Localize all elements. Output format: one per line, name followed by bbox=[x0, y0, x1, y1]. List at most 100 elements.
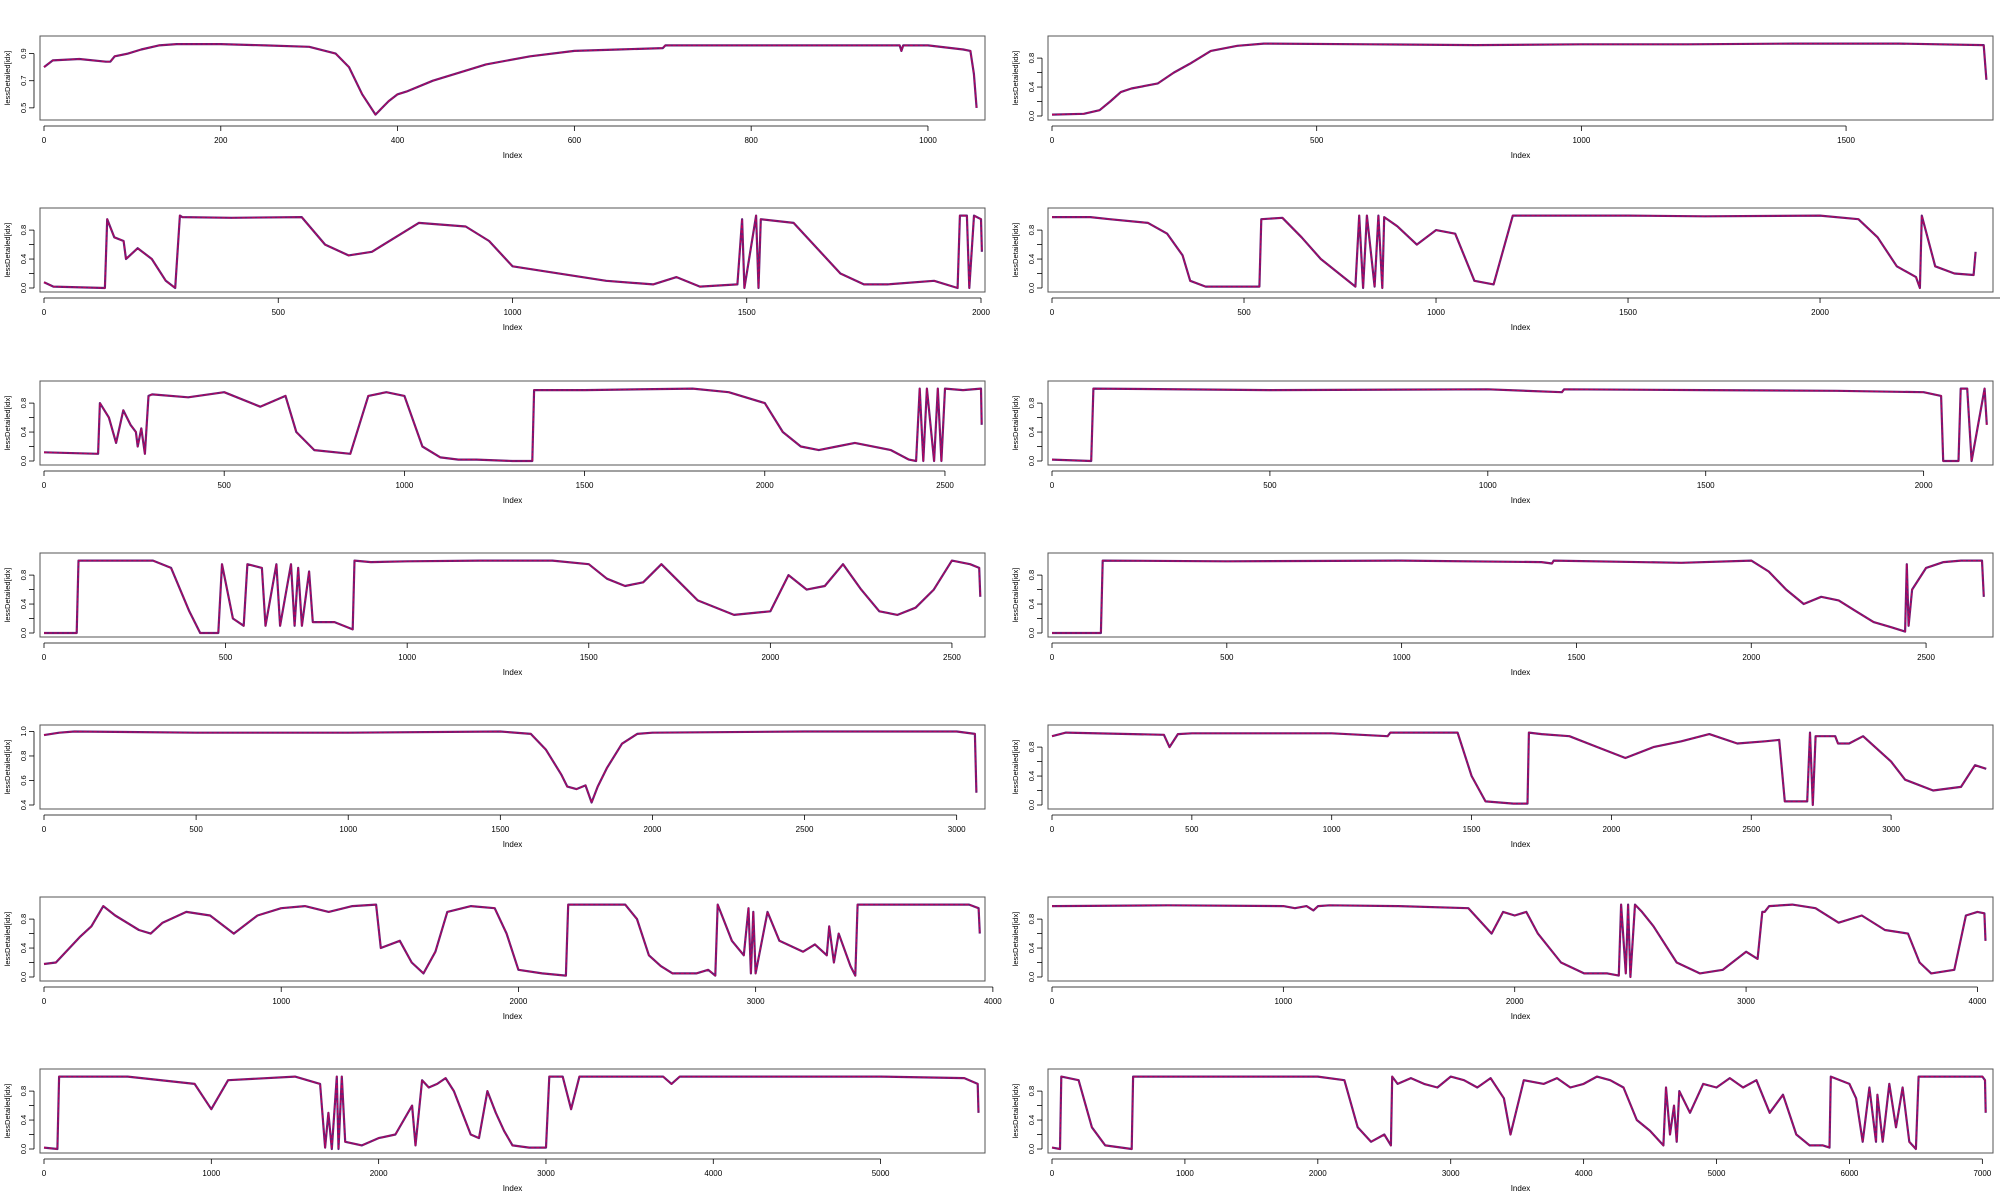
y-tick-label: 0.8 bbox=[1027, 53, 1036, 63]
series-line bbox=[44, 560, 981, 634]
x-tick-label: 1000 bbox=[1176, 1169, 1194, 1178]
y-axis-title: lessDetailed[idx] bbox=[1011, 568, 1020, 623]
series-line bbox=[1051, 1076, 1987, 1150]
x-tick-label: 0 bbox=[1050, 653, 1055, 662]
series-line bbox=[43, 43, 978, 116]
y-axis-title: lessDetailed[idx] bbox=[1011, 740, 1020, 795]
x-axis-title: Index bbox=[1511, 151, 1531, 160]
series-line bbox=[1051, 732, 1987, 806]
y-tick-label: 0.8 bbox=[1027, 914, 1036, 924]
x-axis-title: Index bbox=[503, 323, 523, 332]
x-tick-label: 4000 bbox=[984, 997, 1002, 1006]
x-tick-label: 1000 bbox=[1274, 997, 1292, 1006]
x-tick-label: 1500 bbox=[576, 481, 594, 490]
series-line bbox=[1052, 560, 1985, 634]
y-axis-title: lessDetailed[idx] bbox=[1011, 51, 1020, 106]
panel-9: 0 500 1000 1500 2000 2500 3000 0.4 0.6 0.8 1.0 Inde… bbox=[3, 724, 986, 849]
x-tick-label: 600 bbox=[568, 136, 582, 145]
x-axis-title: Index bbox=[503, 668, 523, 677]
x-tick-label: 1000 bbox=[919, 136, 937, 145]
x-tick-label: 0 bbox=[1050, 481, 1055, 490]
y-tick-label: 0.8 bbox=[19, 225, 28, 235]
y-tick-label: 0.5 bbox=[19, 103, 28, 113]
x-tick-label: 2000 bbox=[644, 825, 662, 834]
series-line bbox=[43, 904, 981, 977]
y-tick-label: 0.0 bbox=[1027, 800, 1036, 810]
x-tick-label: 4000 bbox=[1575, 1169, 1593, 1178]
plot-frame bbox=[39, 552, 986, 638]
series-line bbox=[43, 1076, 980, 1150]
y-tick-label: 0.8 bbox=[1027, 225, 1036, 235]
y-tick-label: 0.4 bbox=[1027, 427, 1036, 437]
series-line bbox=[43, 388, 983, 462]
x-tick-label: 2000 bbox=[756, 481, 774, 490]
series-line-under bbox=[1051, 903, 1987, 979]
series-line-under bbox=[43, 1075, 980, 1151]
y-tick-label: 0.8 bbox=[1027, 570, 1036, 580]
x-tick-label: 2000 bbox=[1506, 997, 1524, 1006]
x-tick-label: 0 bbox=[1050, 997, 1055, 1006]
x-tick-label: 1000 bbox=[202, 1169, 220, 1178]
x-tick-label: 2000 bbox=[972, 308, 990, 317]
x-tick-label: 0 bbox=[42, 308, 47, 317]
x-tick-label: 0 bbox=[42, 653, 47, 662]
x-tick-label: 1500 bbox=[1837, 136, 1855, 145]
y-tick-label: 0.4 bbox=[19, 800, 28, 810]
x-tick-label: 500 bbox=[219, 653, 233, 662]
x-axis-title: Index bbox=[503, 496, 523, 505]
panel-10: 0 500 1000 1500 2000 2500 3000 0.0 0.4 0.8 Index le… bbox=[1011, 724, 1994, 849]
x-tick-label: 0 bbox=[1050, 136, 1055, 145]
y-tick-label: 0.8 bbox=[1027, 398, 1036, 408]
x-axis-title: Index bbox=[1511, 840, 1531, 849]
panel-1: 0 200 400 600 800 1000 0.5 0.7 0.9 Index lessDetai… bbox=[3, 35, 986, 160]
x-tick-label: 4000 bbox=[704, 1169, 722, 1178]
y-axis-title: lessDetailed[idx] bbox=[3, 912, 12, 967]
panel-11: 0 1000 2000 3000 4000 0.0 0.4 0.8 Index lessDetai… bbox=[3, 896, 1002, 1021]
y-tick-label: 0.4 bbox=[1027, 254, 1036, 264]
x-tick-label: 5000 bbox=[1708, 1169, 1726, 1178]
x-tick-label: 2000 bbox=[510, 997, 528, 1006]
x-tick-label: 1500 bbox=[738, 308, 756, 317]
x-tick-label: 500 bbox=[189, 825, 203, 834]
x-tick-label: 0 bbox=[42, 997, 47, 1006]
y-tick-label: 0.4 bbox=[1027, 82, 1036, 92]
panel-7: 0 500 1000 1500 2000 2500 0.0 0.4 0.8 Index lessDe… bbox=[3, 552, 986, 677]
x-tick-label: 1000 bbox=[504, 308, 522, 317]
plot-frame bbox=[1047, 1068, 1994, 1154]
x-axis-title: Index bbox=[503, 1184, 523, 1193]
x-tick-label: 4000 bbox=[1969, 997, 1987, 1006]
plot-frame bbox=[39, 35, 986, 121]
y-axis-title: lessDetailed[idx] bbox=[1011, 223, 1020, 278]
y-tick-label: 0.0 bbox=[1027, 111, 1036, 121]
y-tick-label: 0.0 bbox=[1027, 283, 1036, 293]
y-tick-label: 0.0 bbox=[19, 628, 28, 638]
x-tick-label: 1000 bbox=[395, 481, 413, 490]
panel-13: 0 1000 2000 3000 4000 5000 0.0 0.4 0.8 Index lessD… bbox=[3, 1068, 986, 1193]
x-tick-label: 3000 bbox=[1442, 1169, 1460, 1178]
x-tick-label: 500 bbox=[1185, 825, 1199, 834]
x-tick-label: 500 bbox=[1220, 653, 1234, 662]
panel-2: 0 500 1000 1500 0.0 0.4 0.8 Index lessDetailed[i… bbox=[1011, 35, 1994, 160]
x-tick-label: 0 bbox=[42, 825, 47, 834]
x-tick-label: 3000 bbox=[537, 1169, 555, 1178]
panel-3: 0 500 1000 1500 2000 0.0 0.4 0.8 Index lessDetail… bbox=[3, 207, 990, 332]
y-tick-label: 0.0 bbox=[1027, 1144, 1036, 1154]
y-axis-title: lessDetailed[idx] bbox=[1011, 396, 1020, 451]
x-tick-label: 0 bbox=[1050, 308, 1055, 317]
x-tick-label: 2000 bbox=[370, 1169, 388, 1178]
series-line bbox=[1051, 43, 1987, 116]
x-tick-label: 500 bbox=[1237, 308, 1251, 317]
x-tick-label: 1000 bbox=[1427, 308, 1445, 317]
x-axis-title: Index bbox=[1511, 496, 1531, 505]
plot-frame bbox=[1047, 724, 1994, 810]
plot-frame bbox=[39, 207, 986, 293]
x-tick-label: 3000 bbox=[747, 997, 765, 1006]
x-axis-title: Index bbox=[503, 1012, 523, 1021]
x-axis-title: Index bbox=[1511, 668, 1531, 677]
y-tick-label: 0.8 bbox=[1027, 1086, 1036, 1096]
x-tick-label: 2000 bbox=[1742, 653, 1760, 662]
y-tick-label: 0.4 bbox=[19, 254, 28, 264]
x-tick-label: 0 bbox=[42, 136, 47, 145]
x-tick-label: 2000 bbox=[1309, 1169, 1327, 1178]
x-tick-label: 1000 bbox=[272, 997, 290, 1006]
